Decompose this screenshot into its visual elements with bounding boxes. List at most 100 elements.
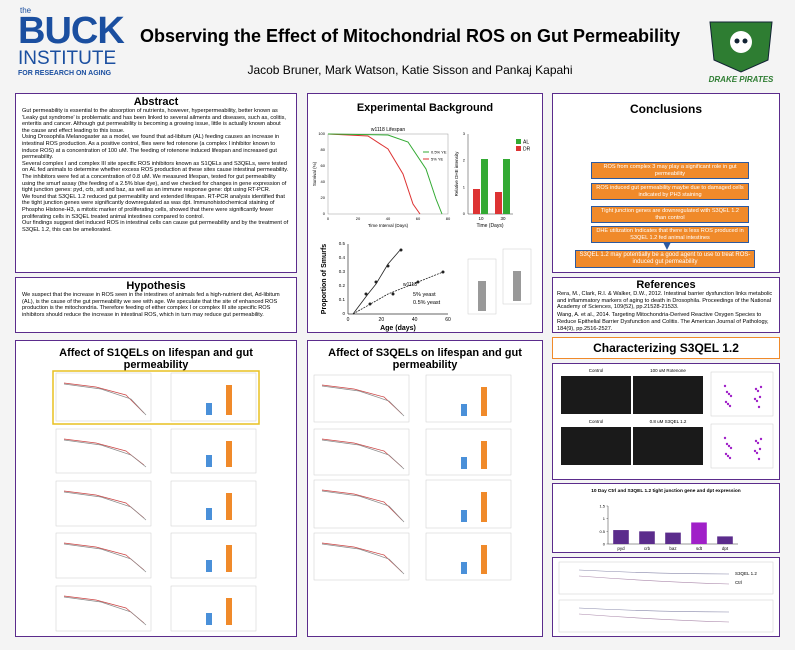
point <box>726 402 730 406</box>
thumb <box>55 480 152 527</box>
bar <box>513 271 521 301</box>
legend-swatch <box>516 139 521 144</box>
authors: Jacob Bruner, Mark Watson, Katie Sisson … <box>247 63 573 77</box>
bar <box>481 159 488 214</box>
thumb <box>55 585 152 632</box>
curve <box>63 543 147 573</box>
label: Control <box>589 419 604 424</box>
bar <box>639 531 655 544</box>
curve <box>352 248 402 315</box>
label: AL <box>523 140 529 146</box>
label: S3QEL 1.2 <box>735 571 757 576</box>
y-tick-label: 1.5 <box>599 504 605 509</box>
bar <box>691 522 707 544</box>
label: 0.3 <box>339 269 346 274</box>
point <box>757 405 761 409</box>
thumb <box>313 374 410 423</box>
label: 0 <box>327 216 330 221</box>
bar <box>473 189 480 214</box>
point <box>723 436 727 440</box>
bar <box>481 545 487 574</box>
point <box>727 392 731 396</box>
bar <box>481 492 487 522</box>
label: 0.5% YE <box>431 150 447 155</box>
curve <box>63 382 145 414</box>
point <box>729 394 733 398</box>
x-tick-label: dpt <box>722 546 729 551</box>
point <box>368 302 372 306</box>
label: Survival (%) <box>312 161 317 186</box>
point <box>754 439 758 443</box>
label: 20 <box>321 195 326 200</box>
point <box>725 442 729 446</box>
logo-main: BUCK <box>18 10 125 52</box>
bar <box>665 532 681 544</box>
thumb <box>425 479 512 529</box>
thumb <box>55 372 152 422</box>
x-tick-label: sdt <box>696 546 703 551</box>
micrograph <box>633 376 703 414</box>
label: Proportion of Smurfs <box>321 244 328 314</box>
section-title: Affect of S3QELs on lifespan and gut per… <box>328 347 522 371</box>
bar <box>481 441 487 469</box>
label: 5% YE <box>431 157 443 162</box>
label: 60 <box>416 216 421 221</box>
bar <box>461 404 467 416</box>
thumb <box>55 532 152 579</box>
point <box>441 270 445 274</box>
conclusion: Tight junction genes are downregulated w… <box>591 206 749 224</box>
curve <box>578 613 730 623</box>
point <box>728 404 732 408</box>
bar <box>461 457 467 469</box>
y-tick-label: 1 <box>603 516 606 521</box>
pirate-logo: DRAKE PIRATES <box>709 21 774 84</box>
curve <box>321 490 405 523</box>
section-title: Conclusions <box>629 102 702 116</box>
thumb <box>558 561 774 595</box>
s1qel-figures <box>52 370 260 632</box>
final-conclusion: S3QEL 1.2 may potentially be a good agen… <box>575 250 755 269</box>
curve <box>63 439 147 468</box>
references-box: References Rera, M., Clark, R.I. & Walke… <box>552 277 780 333</box>
label: 20 <box>356 216 361 221</box>
y-tick-label: 0.5 <box>599 529 605 534</box>
thumb <box>425 374 512 423</box>
staining-panel: Control 100 uM Rotenone Control 0.8 uM S3QE… <box>552 363 780 480</box>
label: Ctrl <box>735 580 742 585</box>
thumb <box>313 532 410 581</box>
section-title: Hypothesis <box>126 280 186 292</box>
point <box>416 280 420 284</box>
x-tick-label: baz <box>669 546 677 551</box>
curve <box>321 385 405 417</box>
axes <box>327 133 449 215</box>
label: 1 <box>463 184 466 189</box>
bar <box>226 441 232 467</box>
point <box>724 452 728 456</box>
legend-swatch <box>516 146 521 151</box>
label: 40 <box>412 317 418 323</box>
label: 100 uM Rotenone <box>650 368 686 373</box>
label: 0.5 <box>339 241 346 246</box>
bar <box>226 598 232 625</box>
bar <box>206 613 212 625</box>
point <box>756 441 760 445</box>
label: 0 <box>342 311 345 316</box>
label: w1118 <box>403 282 417 288</box>
curve <box>63 491 147 521</box>
conclusion: ROS from complex 3 may play a significan… <box>591 162 749 180</box>
thumb <box>170 480 257 527</box>
arrow-head <box>663 242 671 250</box>
bar <box>461 510 467 522</box>
curve <box>321 543 405 575</box>
arrow <box>663 242 671 250</box>
label: 2 <box>463 158 466 163</box>
gene-panel: 10 Day Ctrl and S3QEL 1.2 tight junction… <box>552 483 780 553</box>
bar <box>503 159 510 214</box>
point <box>726 454 730 458</box>
poster-title: Observing the Effect of Mitochondrial RO… <box>139 26 681 46</box>
s1qel-box: Affect of S1QELs on lifespan and gut per… <box>15 340 297 637</box>
eye <box>742 38 748 44</box>
bar <box>495 192 502 214</box>
point <box>754 387 758 391</box>
